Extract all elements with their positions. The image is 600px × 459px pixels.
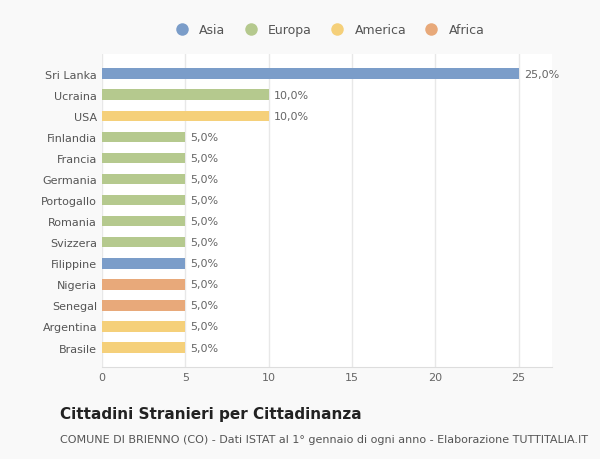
Legend: Asia, Europa, America, Africa: Asia, Europa, America, Africa <box>169 24 485 37</box>
Text: COMUNE DI BRIENNO (CO) - Dati ISTAT al 1° gennaio di ogni anno - Elaborazione TU: COMUNE DI BRIENNO (CO) - Dati ISTAT al 1… <box>60 434 588 444</box>
Bar <box>102 90 269 101</box>
Text: 10,0%: 10,0% <box>274 112 309 122</box>
Bar <box>102 132 185 143</box>
Bar <box>102 258 185 269</box>
Bar <box>102 280 185 290</box>
Text: 5,0%: 5,0% <box>190 196 218 206</box>
Text: 5,0%: 5,0% <box>190 154 218 163</box>
Text: 5,0%: 5,0% <box>190 301 218 311</box>
Bar <box>102 174 185 185</box>
Bar <box>102 301 185 311</box>
Bar <box>102 153 185 164</box>
Bar <box>102 321 185 332</box>
Text: 25,0%: 25,0% <box>524 69 559 79</box>
Text: 10,0%: 10,0% <box>274 90 309 101</box>
Text: 5,0%: 5,0% <box>190 133 218 143</box>
Bar <box>102 342 185 353</box>
Bar <box>102 69 518 80</box>
Bar <box>102 216 185 227</box>
Text: 5,0%: 5,0% <box>190 343 218 353</box>
Text: 5,0%: 5,0% <box>190 217 218 227</box>
Text: 5,0%: 5,0% <box>190 280 218 290</box>
Text: 5,0%: 5,0% <box>190 174 218 185</box>
Text: 5,0%: 5,0% <box>190 238 218 248</box>
Text: Cittadini Stranieri per Cittadinanza: Cittadini Stranieri per Cittadinanza <box>60 406 362 421</box>
Bar <box>102 196 185 206</box>
Text: 5,0%: 5,0% <box>190 322 218 332</box>
Bar <box>102 111 269 122</box>
Text: 5,0%: 5,0% <box>190 259 218 269</box>
Bar <box>102 237 185 248</box>
